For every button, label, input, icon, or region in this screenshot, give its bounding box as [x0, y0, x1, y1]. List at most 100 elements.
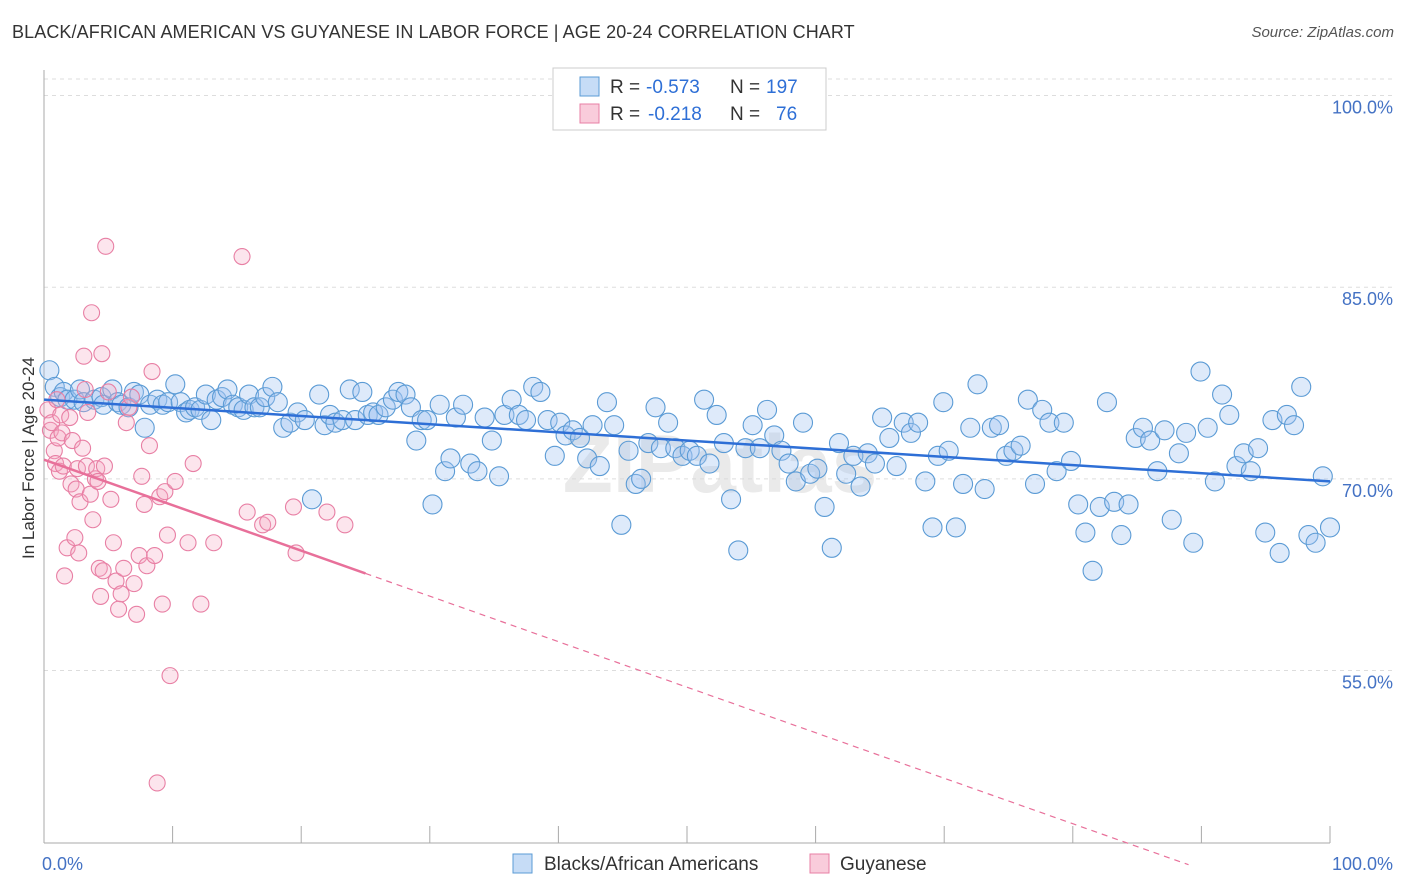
point-blacks-african-americans: [474, 407, 495, 428]
point-blacks-african-americans: [544, 445, 565, 466]
point-blacks-african-americans: [1053, 412, 1074, 433]
point-blacks-african-americans: [1046, 461, 1067, 482]
legend-n-value-2: 76: [776, 104, 797, 125]
point-blacks-african-americans: [1039, 412, 1060, 433]
y-axis-title: In Labor Force | Age 20-24: [19, 357, 38, 559]
point-blacks-african-americans: [435, 461, 456, 482]
point-blacks-african-americans: [945, 517, 966, 538]
point-blacks-african-americans: [429, 394, 450, 415]
y-tick-labels: 55.0% 70.0% 85.0% 100.0%: [1332, 98, 1393, 693]
point-guyanese: [45, 442, 63, 460]
point-guyanese: [95, 457, 113, 475]
point-blacks-african-americans: [1024, 473, 1046, 495]
point-blacks-african-americans: [69, 379, 91, 400]
point-guyanese: [115, 559, 133, 577]
point-blacks-african-americans: [375, 397, 396, 418]
point-blacks-african-americans: [1276, 404, 1297, 426]
point-blacks-african-americans: [255, 387, 276, 408]
point-blacks-african-americans: [1183, 532, 1204, 553]
point-blacks-african-americans: [195, 384, 216, 405]
point-guyanese: [92, 587, 110, 605]
point-blacks-african-americans: [1096, 392, 1118, 413]
point-blacks-african-americans: [1305, 532, 1326, 553]
point-blacks-african-americans: [206, 389, 227, 410]
point-guyanese: [156, 483, 174, 501]
point-blacks-african-americans: [352, 381, 373, 403]
point-guyanese: [81, 485, 99, 503]
point-guyanese: [70, 544, 88, 562]
point-guyanese: [179, 534, 197, 552]
point-blacks-african-americans: [1118, 494, 1139, 515]
point-blacks-african-americans: [800, 463, 821, 484]
x-tick-label-max: 100.0%: [1332, 854, 1393, 874]
point-blacks-african-americans: [821, 537, 842, 558]
point-blacks-african-americans: [309, 384, 330, 405]
point-blacks-african-americans: [481, 430, 502, 451]
point-blacks-african-americans: [864, 453, 886, 474]
point-blacks-african-americans: [1132, 417, 1153, 438]
trend-line-guyanese-extrapolated: [365, 572, 1189, 866]
y-tick-label: 85.0%: [1342, 289, 1393, 309]
point-blacks-african-americans: [1017, 389, 1038, 410]
point-blacks-african-americans: [686, 445, 707, 466]
point-guyanese: [158, 526, 177, 544]
point-blacks-african-americans: [262, 376, 283, 397]
point-blacks-african-americans: [453, 394, 474, 415]
trend-lines: [43, 398, 1331, 866]
point-blacks-african-americans: [792, 412, 814, 433]
point-blacks-african-americans: [960, 417, 981, 438]
point-blacks-african-americans: [508, 404, 529, 426]
point-blacks-african-americans: [596, 392, 618, 413]
point-guyanese: [166, 472, 184, 490]
y-tick-label: 55.0%: [1342, 673, 1393, 693]
point-blacks-african-americans: [217, 379, 238, 400]
point-blacks-african-americans: [1204, 471, 1225, 492]
point-blacks-african-americans: [886, 456, 907, 477]
point-guyanese: [125, 575, 143, 593]
legend-n-value-1: 197: [766, 77, 798, 98]
point-blacks-african-americans: [893, 412, 914, 433]
point-blacks-african-americans: [530, 381, 551, 403]
trend-line-guyanese: [43, 458, 366, 575]
point-guyanese: [99, 383, 117, 401]
point-guyanese: [94, 562, 112, 580]
point-blacks-african-americans: [589, 456, 610, 477]
point-guyanese: [104, 534, 122, 552]
point-guyanese: [84, 511, 102, 529]
point-guyanese: [102, 490, 120, 508]
point-guyanese: [135, 495, 153, 513]
point-blacks-african-americans: [814, 496, 835, 518]
point-blacks-african-americans: [562, 420, 583, 441]
legend-r-label-2: R =: [610, 104, 640, 125]
point-guyanese: [148, 774, 166, 792]
point-blacks-african-americans: [440, 448, 461, 469]
point-guyanese: [56, 567, 74, 585]
point-blacks-african-americans: [749, 438, 770, 459]
point-blacks-african-americans: [165, 374, 186, 395]
x-axis-ticks: [43, 826, 1331, 843]
bottom-legend-label-blue: Blacks/African Americans: [544, 854, 758, 875]
point-blacks-african-americans: [933, 392, 954, 413]
point-guyanese: [140, 437, 159, 455]
point-guyanese: [112, 585, 130, 603]
chart-title: BLACK/AFRICAN AMERICAN VS GUYANESE IN LA…: [12, 22, 855, 42]
point-guyanese: [238, 503, 256, 521]
point-guyanese: [107, 572, 125, 590]
point-blacks-african-americans: [742, 415, 763, 436]
point-guyanese: [120, 398, 138, 416]
bottom-legend-label-pink: Guyanese: [840, 854, 927, 875]
point-blacks-african-americans: [1075, 522, 1096, 543]
point-blacks-african-americans: [1068, 494, 1089, 515]
legend-n-label-2: N =: [730, 104, 760, 125]
point-blacks-african-americans: [699, 453, 720, 474]
bottom-legend: Blacks/African Americans Guyanese: [512, 853, 927, 875]
point-blacks-african-americans: [915, 471, 936, 492]
point-blacks-african-americans: [1212, 384, 1233, 405]
point-guyanese: [205, 534, 223, 552]
point-blacks-african-americans: [1190, 361, 1211, 382]
point-blacks-african-americans: [537, 410, 558, 431]
point-blacks-african-americans: [908, 412, 929, 433]
point-blacks-african-americans: [467, 461, 488, 482]
point-blacks-african-americans: [294, 410, 315, 431]
trend-line-blacks-african-americans: [43, 398, 1331, 483]
